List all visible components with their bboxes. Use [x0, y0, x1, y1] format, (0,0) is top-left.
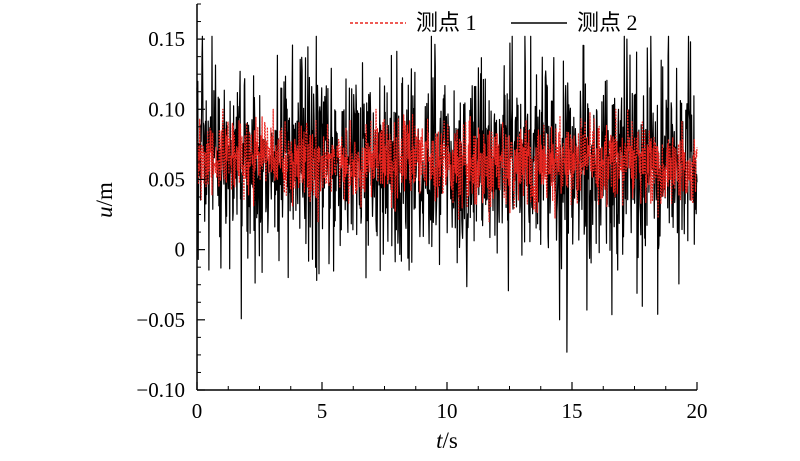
y-tick-label: −0.05	[136, 308, 185, 332]
x-axis-ticks: 0 5 10 15 20	[192, 382, 708, 423]
series-2-line	[196, 35, 698, 353]
x-tick-label: 0	[192, 399, 203, 423]
y-axis-ticks: −0.10 −0.05 0 0.05 0.10 0.15	[136, 3, 205, 402]
x-axis-unit: /s	[443, 428, 458, 453]
x-axis-title: t/s	[436, 428, 458, 453]
series-1-line	[196, 108, 698, 223]
legend-label-measure-point-2: 测点 2	[577, 10, 638, 35]
legend-label-measure-point-1: 测点 1	[416, 10, 477, 35]
x-tick-label: 10	[437, 399, 458, 423]
y-tick-label: 0.10	[148, 97, 185, 121]
y-tick-label: 0.05	[148, 167, 185, 191]
legend: 测点 1 测点 2	[350, 10, 638, 35]
x-tick-label: 20	[687, 399, 708, 423]
x-tick-label: 5	[317, 399, 328, 423]
y-axis-var: u	[92, 206, 117, 218]
x-tick-label: 15	[562, 399, 583, 423]
y-tick-label: −0.10	[136, 378, 185, 402]
y-tick-label: 0.15	[148, 27, 185, 51]
x-axis-var: t	[436, 428, 443, 453]
y-axis-title: u/m	[92, 182, 117, 218]
series-measure-point-2	[196, 35, 698, 353]
y-tick-label: 0	[175, 238, 186, 262]
y-axis-unit: /m	[92, 182, 117, 206]
series-measure-point-1	[196, 108, 698, 223]
